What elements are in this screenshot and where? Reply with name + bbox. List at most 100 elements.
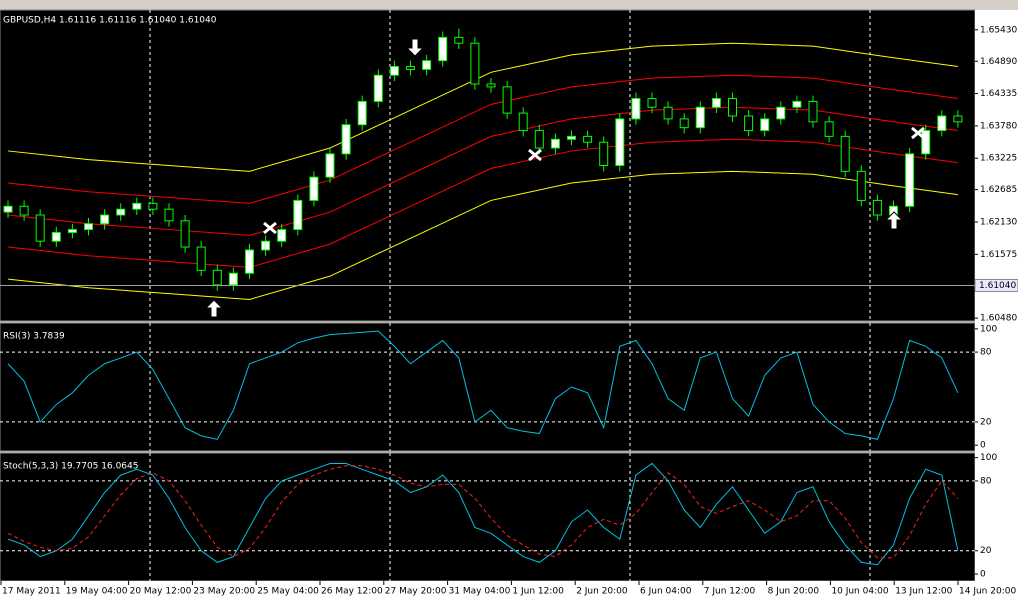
candle-body bbox=[261, 240, 271, 251]
x-tick-label: 19 May 04:00 bbox=[66, 587, 128, 597]
candle-body bbox=[711, 98, 721, 108]
candle-body bbox=[325, 153, 335, 178]
candle-body bbox=[438, 36, 448, 62]
x-tick-label: 26 May 12:00 bbox=[321, 587, 383, 597]
candle-body bbox=[728, 98, 737, 117]
y-tick-label: 0 bbox=[980, 441, 986, 451]
candle-body bbox=[953, 115, 963, 123]
candle-body bbox=[550, 138, 560, 149]
candle-body bbox=[744, 115, 754, 132]
candle-body bbox=[776, 106, 786, 120]
y-tick-label: 100 bbox=[980, 324, 997, 334]
sell-arrow bbox=[405, 38, 425, 57]
x-tick-label: 23 May 20:00 bbox=[193, 587, 255, 597]
y-tick-label: 1.60480 bbox=[980, 314, 1017, 324]
candle-body bbox=[148, 202, 158, 210]
candle-body bbox=[389, 65, 399, 76]
x-tick-label: 13 Jun 12:00 bbox=[895, 587, 952, 597]
candle-body bbox=[212, 269, 222, 286]
candle-body bbox=[84, 223, 93, 231]
candle-body bbox=[518, 112, 528, 132]
y-tick-label: 1.63225 bbox=[980, 154, 1017, 164]
last-price-box bbox=[974, 278, 1018, 292]
x-tick-label: 17 May 2011 bbox=[2, 587, 61, 597]
x-tick-label: 6 Jun 04:00 bbox=[640, 587, 692, 597]
pane-title: GBPUSD,H4 1.61116 1.61116 1.61040 1.6104… bbox=[3, 16, 217, 26]
candle-body bbox=[51, 231, 61, 242]
x-tick-label: 31 May 04:00 bbox=[449, 587, 511, 597]
candle-body bbox=[502, 86, 512, 114]
pane-title: RSI(3) 3.7839 bbox=[3, 332, 65, 342]
x-tick-label: 2 Jun 20:00 bbox=[576, 587, 628, 597]
candle-body bbox=[116, 208, 126, 216]
y-tick-label: 1.62685 bbox=[980, 185, 1017, 195]
x-tick-label: 20 May 12:00 bbox=[130, 587, 192, 597]
y-tick-label: 80 bbox=[980, 476, 992, 486]
band-line bbox=[7, 170, 958, 300]
candle-body bbox=[180, 220, 190, 248]
candle-body bbox=[647, 98, 657, 108]
y-tick-label: 1.61575 bbox=[980, 250, 1017, 260]
exit-mark bbox=[263, 221, 277, 235]
y-tick-label: 20 bbox=[980, 417, 992, 427]
indicator-line bbox=[7, 330, 959, 440]
y-tick-label: 20 bbox=[980, 546, 992, 556]
y-tick-label: 1.64335 bbox=[980, 89, 1017, 99]
candle-body bbox=[615, 118, 625, 166]
y-tick-label: 0 bbox=[980, 570, 986, 580]
band-line bbox=[7, 74, 958, 204]
y-tick-label: 80 bbox=[980, 348, 992, 358]
candle-body bbox=[470, 42, 480, 85]
candle-body bbox=[808, 100, 818, 123]
candle-body bbox=[792, 100, 802, 108]
candle-body bbox=[293, 199, 303, 231]
candle-body bbox=[567, 135, 576, 140]
candle-body bbox=[679, 118, 689, 129]
candle-body bbox=[486, 83, 496, 88]
y-tick-label: 1.64890 bbox=[980, 57, 1017, 67]
candle-body bbox=[840, 135, 850, 172]
candle-body bbox=[921, 130, 931, 155]
y-tick-label: 1.62130 bbox=[980, 217, 1017, 227]
price-axis-bg bbox=[975, 10, 1018, 581]
band-line bbox=[7, 138, 958, 268]
candle-body bbox=[35, 214, 45, 242]
candle-body bbox=[132, 202, 142, 210]
candle-body bbox=[937, 115, 947, 132]
candle-body bbox=[309, 176, 319, 201]
candle-body bbox=[695, 106, 705, 129]
candle-body bbox=[100, 214, 110, 225]
candle-body bbox=[872, 199, 882, 216]
band-line bbox=[7, 42, 958, 172]
x-tick-label: 7 Jun 12:00 bbox=[704, 587, 756, 597]
buy-arrow bbox=[884, 211, 904, 230]
candle-body bbox=[631, 98, 641, 120]
candle-body bbox=[245, 249, 254, 274]
main-pane bbox=[0, 9, 976, 322]
candle-body bbox=[67, 229, 77, 233]
time-axis-bg bbox=[0, 581, 1018, 605]
x-tick-label: 25 May 04:00 bbox=[257, 587, 319, 597]
candle-body bbox=[422, 60, 432, 70]
x-tick-label: 1 Jun 12:00 bbox=[512, 587, 564, 597]
candle-body bbox=[357, 100, 367, 126]
stoch-pane bbox=[0, 452, 976, 582]
buy-arrow bbox=[204, 299, 224, 318]
candle-body bbox=[406, 65, 415, 70]
last-price-label: 1.61040 bbox=[979, 281, 1016, 291]
indicator-line bbox=[7, 462, 959, 566]
x-tick-label: 8 Jun 20:00 bbox=[768, 587, 820, 597]
candle-body bbox=[196, 246, 206, 271]
exit-mark bbox=[911, 126, 925, 140]
pane-title: Stoch(5,3,3) 19.7705 16.0645 bbox=[3, 462, 138, 472]
candle-body bbox=[228, 272, 238, 286]
exit-mark bbox=[528, 148, 542, 162]
candle-body bbox=[856, 170, 866, 201]
candle-body bbox=[277, 229, 287, 242]
rsi-pane bbox=[0, 322, 976, 452]
y-tick-label: 1.65430 bbox=[980, 25, 1017, 35]
x-tick-label: 14 Jun 20:00 bbox=[959, 587, 1016, 597]
candle-body bbox=[373, 74, 383, 102]
candle-body bbox=[583, 135, 593, 143]
